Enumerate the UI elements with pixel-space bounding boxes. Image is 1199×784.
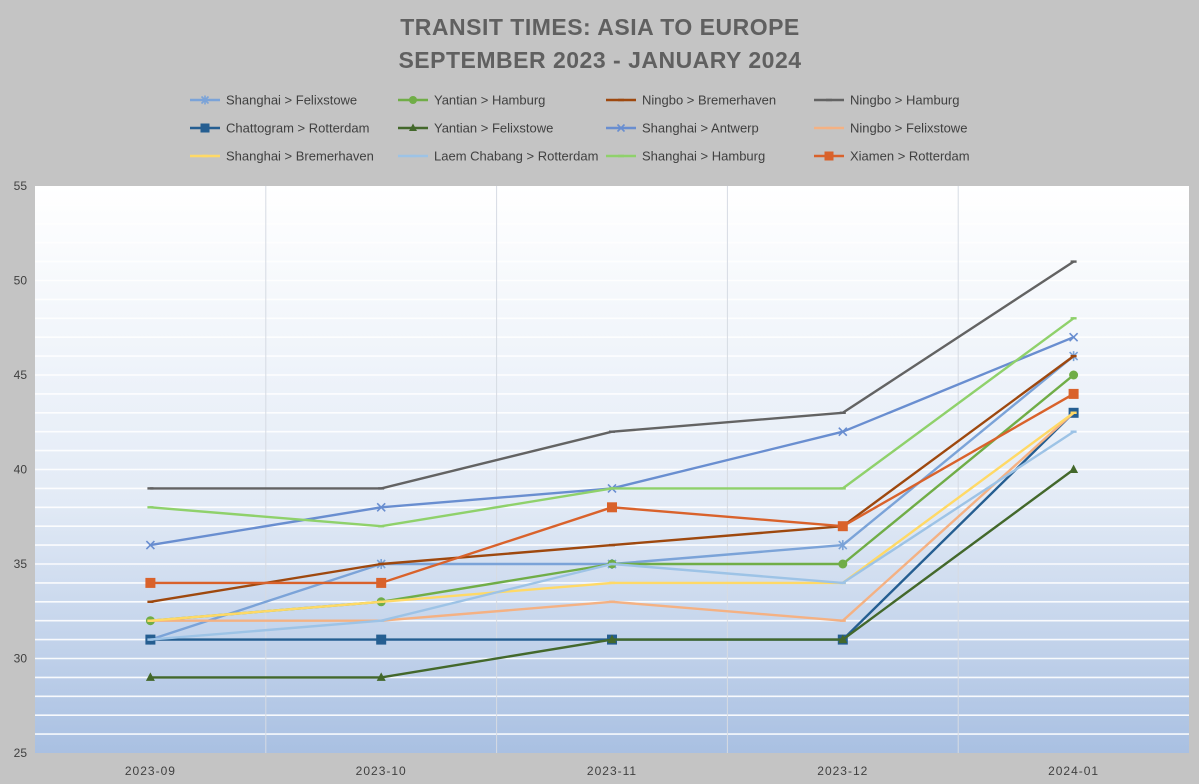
y-tick-label: 25	[14, 746, 28, 760]
x-tick-label: 2024-01	[1048, 764, 1099, 778]
data-point	[607, 634, 617, 644]
data-point	[837, 521, 848, 532]
legend-item[interactable]: Ningbo > Hamburg	[814, 93, 959, 108]
legend-label: Ningbo > Bremerhaven	[642, 93, 776, 108]
data-point	[838, 540, 848, 551]
series-shanghai-hamburg	[147, 317, 1077, 528]
data-point	[409, 123, 417, 131]
y-tick-label: 40	[14, 463, 28, 477]
data-point	[409, 96, 417, 104]
series-xiamen-rotterdam	[145, 388, 1079, 588]
legend-item[interactable]: Xiamen > Rotterdam	[814, 149, 970, 164]
legend-label: Chattogram > Rotterdam	[226, 121, 369, 136]
y-tick-label: 55	[14, 179, 28, 193]
legend-label: Ningbo > Hamburg	[850, 93, 959, 108]
x-tick-label: 2023-11	[587, 764, 637, 778]
data-point	[145, 540, 155, 550]
legend-item[interactable]: Shanghai > Felixstowe	[190, 93, 357, 108]
legend-label: Laem Chabang > Rotterdam	[434, 149, 598, 164]
data-point	[616, 123, 626, 133]
y-tick-label: 35	[14, 557, 28, 571]
legend-label: Shanghai > Hamburg	[642, 149, 765, 164]
legend-label: Yantian > Hamburg	[434, 93, 545, 108]
data-point	[607, 502, 617, 513]
legend-label: Shanghai > Felixstowe	[226, 93, 357, 108]
data-point	[1069, 464, 1079, 473]
y-tick-label: 45	[14, 368, 28, 382]
data-point	[838, 559, 848, 569]
x-tick-label: 2023-09	[125, 764, 176, 778]
data-point	[145, 672, 155, 681]
legend-label: Yantian > Felixstowe	[434, 121, 553, 136]
y-tick-label: 30	[14, 652, 28, 666]
legend-item[interactable]: Ningbo > Felixstowe	[814, 121, 967, 136]
legend-item[interactable]: Ningbo > Bremerhaven	[606, 93, 776, 108]
series-ningbo-hamburg	[147, 260, 1077, 490]
data-point	[200, 123, 210, 133]
legend-item[interactable]: Shanghai > Bremerhaven	[190, 149, 374, 164]
legend-item[interactable]: Yantian > Felixstowe	[398, 121, 553, 136]
data-point	[1069, 370, 1079, 380]
legend-item[interactable]: Chattogram > Rotterdam	[190, 121, 369, 136]
legend-item[interactable]: Yantian > Hamburg	[398, 93, 545, 108]
data-point	[376, 672, 386, 681]
legend-item[interactable]: Laem Chabang > Rotterdam	[398, 149, 598, 164]
data-point	[376, 502, 386, 512]
legend-label: Ningbo > Felixstowe	[850, 121, 967, 136]
legend-item[interactable]: Shanghai > Hamburg	[606, 149, 765, 164]
chart-title-line: SEPTEMBER 2023 - JANUARY 2024	[398, 47, 801, 73]
data-point	[376, 634, 387, 645]
data-point	[1068, 388, 1079, 399]
data-point	[376, 577, 387, 588]
data-point	[200, 95, 210, 105]
series-yantian-felixstowe	[145, 464, 1079, 681]
data-point	[838, 427, 848, 437]
x-tick-label: 2023-12	[817, 764, 868, 778]
legend-label: Shanghai > Antwerp	[642, 121, 759, 136]
data-point	[838, 634, 848, 644]
data-point	[1069, 332, 1079, 342]
legend-label: Shanghai > Bremerhaven	[226, 149, 374, 164]
x-tick-label: 2023-10	[356, 764, 407, 778]
legend-label: Xiamen > Rotterdam	[850, 149, 970, 164]
series-laem-chabang-rotterdam	[147, 430, 1077, 641]
legend-item[interactable]: Shanghai > Antwerp	[606, 121, 759, 136]
data-point	[824, 151, 834, 161]
chart-title-line: TRANSIT TIMES: ASIA TO EUROPE	[400, 14, 800, 40]
data-point	[145, 577, 156, 588]
y-tick-label: 50	[14, 274, 28, 288]
